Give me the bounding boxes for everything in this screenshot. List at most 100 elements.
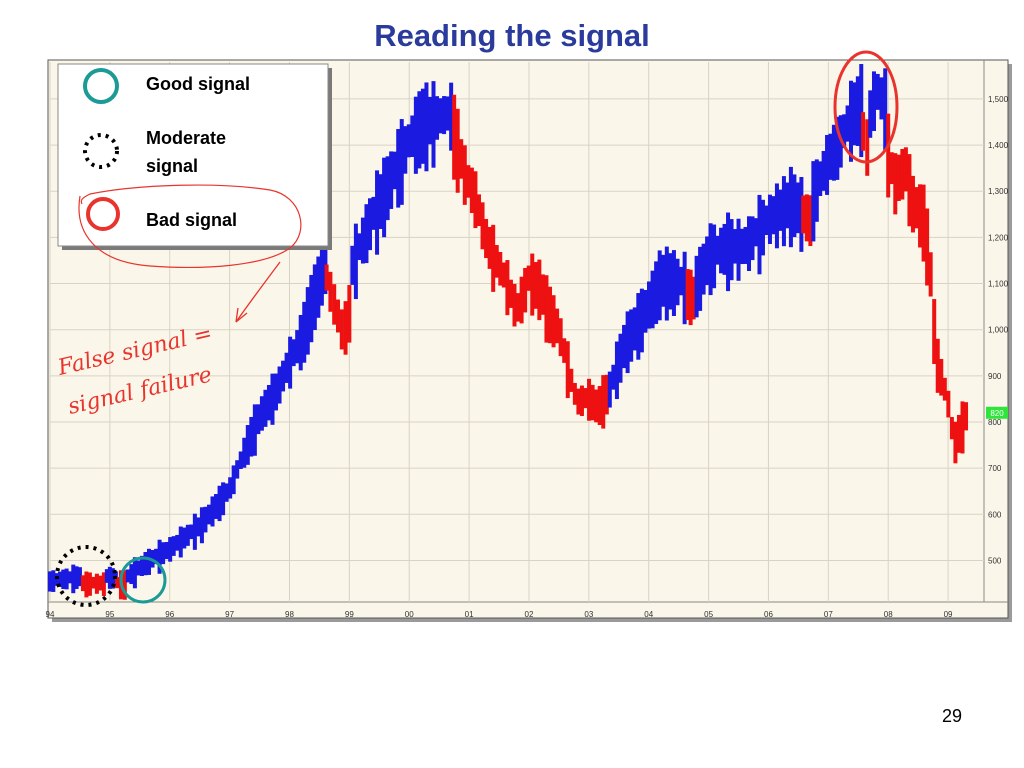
price-bar <box>526 265 531 291</box>
x-tick-labels: 94 95 96 97 98 99 00 01 02 03 04 05 06 07 08 09 <box>46 610 954 619</box>
price-bar <box>562 338 567 363</box>
price-bar <box>452 94 457 180</box>
price-bar <box>808 195 813 247</box>
price-bar <box>328 271 333 312</box>
price-bar <box>939 358 944 396</box>
bad-signal-icon <box>86 197 120 231</box>
price-bar <box>729 219 734 281</box>
price-bar <box>622 324 627 369</box>
price-bar <box>871 71 876 131</box>
price-bar <box>48 571 52 592</box>
price-bar <box>821 150 826 191</box>
price-bar <box>516 293 521 322</box>
price-bar <box>594 389 599 423</box>
price-bar <box>221 482 226 516</box>
price-bar <box>614 341 619 400</box>
price-bar <box>835 116 840 180</box>
price-bar <box>918 184 923 248</box>
price-bar <box>54 573 59 586</box>
price-bar <box>629 309 634 362</box>
price-bar <box>104 569 109 583</box>
price-bar <box>332 284 337 325</box>
current-price-label: 820 <box>990 409 1004 418</box>
price-bar <box>767 194 772 244</box>
price-bar <box>760 199 765 256</box>
price-bar <box>601 375 606 429</box>
price-bar <box>57 571 62 587</box>
price-bar <box>814 159 819 222</box>
price-bar <box>189 524 194 540</box>
price-bar <box>378 174 383 229</box>
price-bar <box>597 386 602 426</box>
slide-title: Reading the signal <box>374 18 650 53</box>
price-bar <box>309 274 314 343</box>
price-bar <box>270 373 275 425</box>
price-bar <box>859 64 864 158</box>
price-bar <box>675 258 680 306</box>
price-bar <box>192 513 197 550</box>
price-bar <box>842 114 847 148</box>
price-bar <box>214 494 219 519</box>
price-bar <box>375 170 380 255</box>
price-bar <box>712 224 717 289</box>
price-bar <box>302 301 307 363</box>
price-bar <box>263 389 268 427</box>
price-bar <box>277 366 282 404</box>
price-bar <box>750 216 755 261</box>
price-bar <box>438 98 443 134</box>
price-bar <box>324 264 329 291</box>
price-bar <box>625 311 630 374</box>
price-bar <box>928 252 933 297</box>
price-bar <box>61 569 66 590</box>
price-bar <box>636 293 641 360</box>
price-bar <box>688 269 693 326</box>
price-bar <box>295 330 300 364</box>
price-bar <box>288 336 293 389</box>
price-bar <box>540 274 545 315</box>
price-bar <box>74 566 79 589</box>
price-bar <box>845 105 850 142</box>
price-bar <box>228 477 233 499</box>
price-bar <box>942 377 947 401</box>
price-bar <box>476 194 481 227</box>
price-bar <box>831 124 836 181</box>
price-bar <box>71 564 76 594</box>
price-bar <box>650 270 655 329</box>
price-bar <box>94 573 99 594</box>
price-bar <box>498 251 503 286</box>
price-bar <box>647 281 652 329</box>
y-tick-labels: 500 600 700 800 900 1,000 1,100 1,200 1,300 1,400… <box>988 95 1009 566</box>
price-bar <box>389 151 394 209</box>
price-bars <box>48 64 969 600</box>
price-bar <box>484 218 489 259</box>
price-bar <box>792 174 797 238</box>
y-tick-label: 800 <box>988 418 1002 427</box>
price-bar <box>185 524 190 546</box>
price-bar <box>579 385 584 416</box>
x-tick-label: 02 <box>525 610 534 619</box>
price-bar <box>284 352 289 383</box>
price-bar <box>235 460 240 479</box>
price-bar <box>360 217 365 264</box>
price-bar <box>291 339 296 367</box>
price-bar <box>107 566 112 589</box>
price-bar <box>442 96 447 135</box>
price-bar <box>367 198 372 251</box>
price-bar <box>530 253 535 316</box>
price-bar <box>110 568 115 589</box>
x-tick-label: 07 <box>824 610 833 619</box>
x-tick-label: 03 <box>584 610 593 619</box>
price-bar <box>101 572 106 596</box>
price-bar <box>154 548 159 565</box>
price-bar <box>413 96 418 174</box>
legend-bad-label: Bad signal <box>146 210 237 230</box>
price-bar <box>494 245 499 278</box>
x-tick-label: 05 <box>704 610 713 619</box>
y-tick-label: 600 <box>988 510 1002 519</box>
price-bar <box>512 283 517 327</box>
price-bar <box>828 133 833 180</box>
price-bar <box>469 167 474 214</box>
price-bar <box>925 208 930 286</box>
price-bar <box>319 248 324 306</box>
